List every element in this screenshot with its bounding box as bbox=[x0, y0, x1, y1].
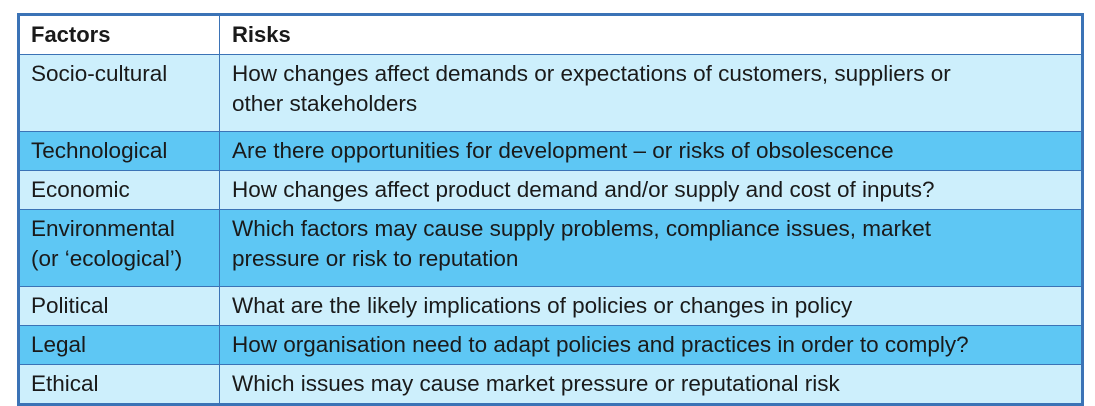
risk-cell: How organisation need to adapt policies … bbox=[219, 325, 1082, 365]
risk-text: Are there opportunities for development … bbox=[232, 138, 894, 163]
factor-cell: Legal bbox=[19, 325, 220, 365]
factor-cell: Ethical bbox=[19, 364, 220, 404]
risk-text-line2: other stakeholders bbox=[232, 91, 418, 116]
risk-cell: What are the likely implications of poli… bbox=[219, 286, 1082, 326]
header-risks: Risks bbox=[219, 15, 1082, 55]
table-row-technological: Technological Are there opportunities fo… bbox=[19, 131, 1082, 171]
factor-text: Technological bbox=[31, 138, 168, 163]
table-row-ethical: Ethical Which issues may cause market pr… bbox=[19, 364, 1082, 404]
factor-cell: Political bbox=[19, 286, 220, 326]
table-row-environmental: Environmental (or ‘ecological’) Which fac… bbox=[19, 209, 1082, 287]
risk-text: Which factors may cause supply problems,… bbox=[232, 216, 932, 241]
table-row-economic: Economic How changes affect product dema… bbox=[19, 170, 1082, 210]
factor-cell: Socio-cultural bbox=[19, 54, 220, 132]
risk-text: How organisation need to adapt policies … bbox=[232, 332, 969, 357]
risk-text: What are the likely implications of poli… bbox=[232, 293, 853, 318]
risk-cell: How changes affect product demand and/or… bbox=[219, 170, 1082, 210]
table-header-row: Factors Risks bbox=[19, 15, 1082, 55]
risk-text-line2: pressure or risk to reputation bbox=[232, 246, 519, 271]
pestle-risk-table: Factors Risks Socio-cultural How changes… bbox=[19, 15, 1082, 404]
risk-cell: Which factors may cause supply problems,… bbox=[219, 209, 1082, 287]
factor-text: Legal bbox=[31, 332, 87, 357]
factor-text: Economic bbox=[31, 177, 130, 202]
table-row-socio-cultural: Socio-cultural How changes affect demand… bbox=[19, 54, 1082, 132]
factor-cell: Technological bbox=[19, 131, 220, 171]
factor-text: Environmental bbox=[31, 216, 175, 241]
risk-cell: Which issues may cause market pressure o… bbox=[219, 364, 1082, 404]
table-row-legal: Legal How organisation need to adapt pol… bbox=[19, 325, 1082, 365]
table-row-political: Political What are the likely implicatio… bbox=[19, 286, 1082, 326]
risk-cell: Are there opportunities for development … bbox=[219, 131, 1082, 171]
factor-text: Socio-cultural bbox=[31, 61, 168, 86]
header-factors: Factors bbox=[19, 15, 220, 55]
factor-text-line2: (or ‘ecological’) bbox=[31, 246, 183, 271]
risk-cell: How changes affect demands or expectatio… bbox=[219, 54, 1082, 132]
factor-text: Ethical bbox=[31, 371, 99, 396]
factor-text: Political bbox=[31, 293, 109, 318]
risk-text: How changes affect product demand and/or… bbox=[232, 177, 935, 202]
factor-cell: Environmental (or ‘ecological’) bbox=[19, 209, 220, 287]
pestle-table-container: Factors Risks Socio-cultural How changes… bbox=[17, 13, 1084, 406]
risk-text: How changes affect demands or expectatio… bbox=[232, 61, 951, 86]
risk-text: Which issues may cause market pressure o… bbox=[232, 371, 840, 396]
factor-cell: Economic bbox=[19, 170, 220, 210]
